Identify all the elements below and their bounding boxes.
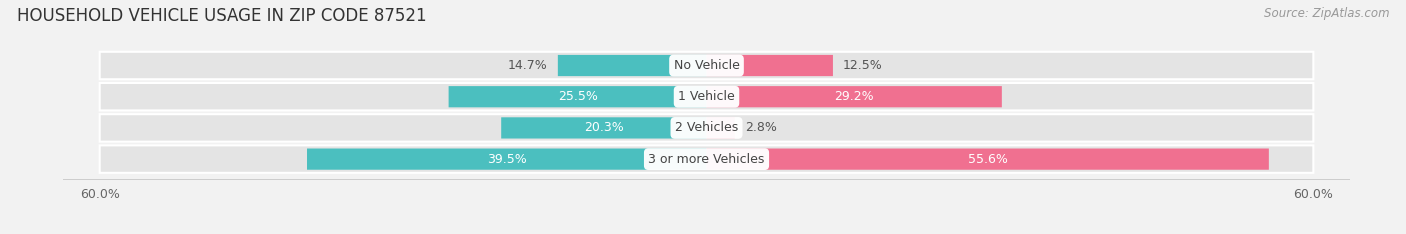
Text: 2 Vehicles: 2 Vehicles xyxy=(675,121,738,134)
Text: 2.8%: 2.8% xyxy=(745,121,778,134)
Text: 55.6%: 55.6% xyxy=(967,153,1008,166)
FancyBboxPatch shape xyxy=(501,117,707,139)
FancyBboxPatch shape xyxy=(707,149,1268,170)
FancyBboxPatch shape xyxy=(100,83,1313,110)
Text: 39.5%: 39.5% xyxy=(486,153,527,166)
Text: 14.7%: 14.7% xyxy=(508,59,548,72)
Text: 12.5%: 12.5% xyxy=(844,59,883,72)
FancyBboxPatch shape xyxy=(449,86,707,107)
Text: No Vehicle: No Vehicle xyxy=(673,59,740,72)
FancyBboxPatch shape xyxy=(707,55,832,76)
Text: 1 Vehicle: 1 Vehicle xyxy=(678,90,735,103)
FancyBboxPatch shape xyxy=(558,55,707,76)
FancyBboxPatch shape xyxy=(707,117,735,139)
Text: HOUSEHOLD VEHICLE USAGE IN ZIP CODE 87521: HOUSEHOLD VEHICLE USAGE IN ZIP CODE 8752… xyxy=(17,7,426,25)
FancyBboxPatch shape xyxy=(707,86,1002,107)
FancyBboxPatch shape xyxy=(100,52,1313,79)
Text: 25.5%: 25.5% xyxy=(558,90,598,103)
FancyBboxPatch shape xyxy=(100,145,1313,173)
FancyBboxPatch shape xyxy=(100,114,1313,142)
Text: 29.2%: 29.2% xyxy=(834,90,875,103)
Text: 20.3%: 20.3% xyxy=(583,121,624,134)
FancyBboxPatch shape xyxy=(307,149,707,170)
Text: Source: ZipAtlas.com: Source: ZipAtlas.com xyxy=(1264,7,1389,20)
Text: 3 or more Vehicles: 3 or more Vehicles xyxy=(648,153,765,166)
